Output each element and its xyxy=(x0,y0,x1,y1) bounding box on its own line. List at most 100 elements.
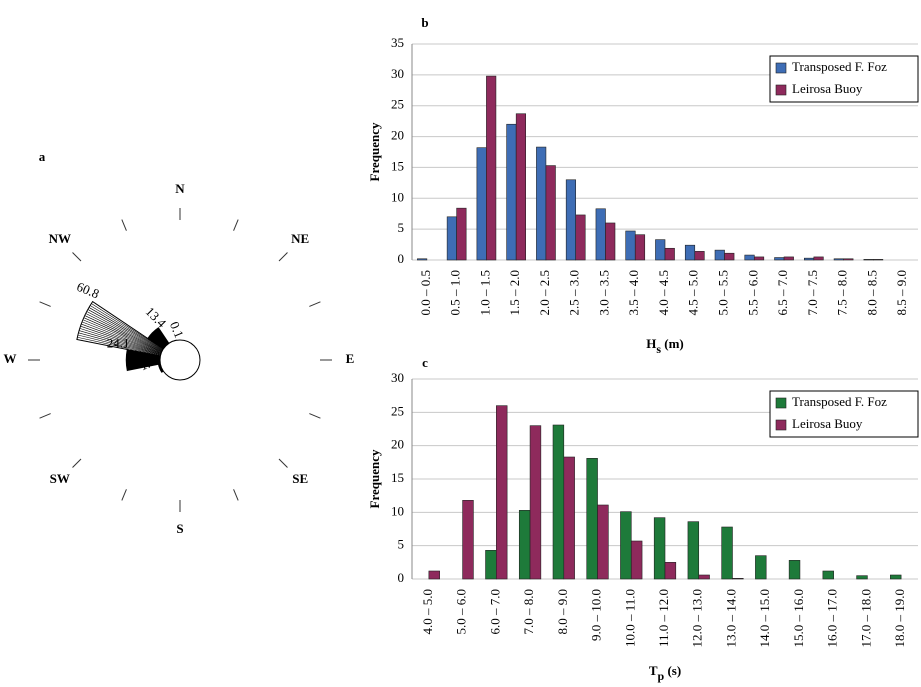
bar xyxy=(774,257,785,261)
x-tick-label: 16.0 – 17.0 xyxy=(825,589,840,648)
bar xyxy=(813,256,824,261)
bar xyxy=(563,456,575,580)
bar xyxy=(515,113,527,261)
bar xyxy=(863,259,874,261)
compass-tick xyxy=(121,219,127,231)
y-tick-label: 5 xyxy=(398,537,405,552)
compass-tick xyxy=(309,413,321,419)
legend-box xyxy=(769,390,919,438)
x-tick-label: 13.0 – 14.0 xyxy=(723,589,738,648)
bar xyxy=(873,259,884,261)
bar xyxy=(724,252,735,261)
y-tick-label: 10 xyxy=(391,189,404,204)
x-tick-label: 15.0 – 16.0 xyxy=(791,589,806,648)
sector-hatch xyxy=(77,336,161,356)
x-tick-label: 1.5 – 2.0 xyxy=(507,270,522,316)
bar xyxy=(783,256,794,261)
x-axis-title-part: p xyxy=(658,669,665,683)
legend-label: Leirosa Buoy xyxy=(792,416,863,431)
panel-label: b xyxy=(421,15,428,30)
bar xyxy=(586,458,598,580)
bar xyxy=(856,575,868,580)
x-tick-label: 1.0 – 1.5 xyxy=(477,270,492,316)
y-tick-label: 35 xyxy=(391,35,404,50)
bar xyxy=(755,555,767,580)
bar xyxy=(518,510,531,580)
bar xyxy=(476,147,487,261)
compass-label: E xyxy=(346,351,355,366)
y-tick-label: 0 xyxy=(398,570,405,585)
x-tick-label: 17.0 – 18.0 xyxy=(858,589,873,648)
legend-swatch xyxy=(775,84,787,96)
sector-hatch xyxy=(85,313,163,352)
legend-swatch xyxy=(775,62,787,74)
bar xyxy=(843,258,854,261)
compass-tick xyxy=(278,458,288,468)
x-tick-label: 9.0 – 10.0 xyxy=(589,589,604,641)
x-tick-label: 3.5 – 4.0 xyxy=(626,270,641,316)
x-tick-label: 5.0 – 6.0 xyxy=(454,589,469,635)
sector-hatch xyxy=(83,317,162,353)
bar xyxy=(485,550,497,580)
compass-tick xyxy=(278,252,288,262)
sector-hatch xyxy=(78,330,161,355)
sector-hatch xyxy=(78,332,161,356)
y-axis-title: Frequency xyxy=(367,122,382,181)
x-tick-label: 6.0 – 7.0 xyxy=(487,589,502,635)
bar xyxy=(552,424,565,580)
compass-tick xyxy=(233,219,239,231)
sector-hatch xyxy=(87,309,163,351)
legend-swatch xyxy=(775,397,787,409)
bar xyxy=(664,247,675,261)
bar xyxy=(653,517,666,580)
sector-hatch xyxy=(81,323,162,354)
bar xyxy=(694,251,705,261)
sector-label: 13.4 xyxy=(143,304,170,331)
bar xyxy=(890,574,902,580)
sector-hatch xyxy=(88,307,163,351)
x-axis-title-part: T xyxy=(649,663,658,678)
legend-label: Leirosa Buoy xyxy=(792,81,863,96)
panel-label: a xyxy=(39,149,46,164)
sector-label: 1.4 xyxy=(137,353,158,373)
sector-hatch xyxy=(80,325,162,354)
x-tick-label: 8.5 – 9.0 xyxy=(894,270,909,316)
compass-label: SE xyxy=(292,471,308,486)
sector-hatch xyxy=(86,311,163,352)
y-tick-label: 25 xyxy=(391,403,404,418)
x-axis-title: Hs (m) xyxy=(646,336,684,356)
x-axis-title-part: (s) xyxy=(664,663,681,678)
sector-hatch xyxy=(89,305,164,350)
sector-hatch xyxy=(91,303,164,350)
bar xyxy=(833,258,844,261)
x-tick-label: 0.5 – 1.0 xyxy=(448,270,463,316)
compass-label: NE xyxy=(291,231,309,246)
bar xyxy=(655,239,666,261)
bar xyxy=(575,214,586,261)
compass-label: S xyxy=(176,521,183,536)
bar xyxy=(462,500,474,580)
legend-label: Transposed F. Foz xyxy=(792,394,887,409)
x-tick-label: 2.0 – 2.5 xyxy=(537,270,552,316)
y-tick-label: 20 xyxy=(391,437,404,452)
y-tick-label: 30 xyxy=(391,370,404,385)
x-tick-label: 3.0 – 3.5 xyxy=(596,270,611,316)
bar xyxy=(634,234,646,261)
bar xyxy=(565,179,577,261)
sector-label: 24.1 xyxy=(107,336,130,351)
compass-tick xyxy=(39,301,51,307)
x-axis-title-part: (m) xyxy=(661,336,684,351)
bar xyxy=(536,146,547,261)
x-tick-label: 8.0 – 9.0 xyxy=(555,589,570,635)
y-tick-label: 30 xyxy=(391,66,404,81)
bar xyxy=(684,244,696,261)
bar xyxy=(698,574,710,580)
bar xyxy=(664,562,677,580)
bar xyxy=(803,257,815,261)
legend-box xyxy=(769,55,919,103)
y-axis-title: Frequency xyxy=(367,449,382,508)
compass-label: SW xyxy=(50,471,70,486)
legend-swatch xyxy=(775,419,787,431)
x-tick-label: 4.0 – 5.0 xyxy=(420,589,435,635)
bar xyxy=(630,540,643,580)
